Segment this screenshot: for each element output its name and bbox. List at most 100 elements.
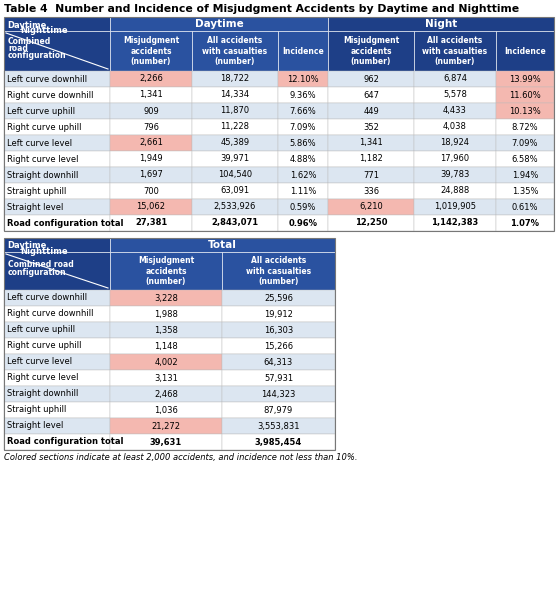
- Bar: [496, 119, 554, 135]
- Bar: [192, 167, 278, 183]
- Text: 14,334: 14,334: [220, 90, 249, 100]
- Text: 1,988: 1,988: [154, 310, 178, 319]
- Bar: [222, 306, 335, 322]
- Text: 87,979: 87,979: [264, 405, 293, 415]
- Bar: [110, 119, 192, 135]
- Bar: [496, 103, 554, 119]
- Text: 5,578: 5,578: [443, 90, 467, 100]
- Text: 15,266: 15,266: [264, 342, 293, 350]
- Text: 24,888: 24,888: [440, 186, 470, 195]
- Text: Straight level: Straight level: [7, 203, 63, 211]
- Text: 9.36%: 9.36%: [290, 90, 316, 100]
- Text: Right curve level: Right curve level: [7, 373, 78, 382]
- Text: Right curve downhill: Right curve downhill: [7, 90, 93, 100]
- Text: 13.99%: 13.99%: [509, 75, 541, 84]
- Bar: [110, 199, 192, 215]
- Text: Colored sections indicate at least 2,000 accidents, and incidence not less than : Colored sections indicate at least 2,000…: [4, 453, 358, 462]
- Text: Incidence: Incidence: [504, 47, 546, 55]
- Text: 39,631: 39,631: [150, 438, 182, 447]
- Text: Right curve uphill: Right curve uphill: [7, 123, 82, 132]
- Bar: [4, 71, 110, 87]
- Bar: [192, 31, 278, 71]
- Bar: [192, 71, 278, 87]
- Bar: [278, 119, 328, 135]
- Text: 12,250: 12,250: [355, 219, 387, 228]
- Bar: [414, 183, 496, 199]
- Text: configuration: configuration: [8, 268, 67, 277]
- Text: Straight downhill: Straight downhill: [7, 390, 78, 399]
- Bar: [222, 338, 335, 354]
- Text: 1,358: 1,358: [154, 325, 178, 334]
- Text: Nighttime: Nighttime: [20, 247, 68, 256]
- Bar: [4, 151, 110, 167]
- Text: Right curve downhill: Right curve downhill: [7, 310, 93, 319]
- Text: 11,870: 11,870: [220, 106, 249, 115]
- Text: 1.94%: 1.94%: [512, 171, 538, 180]
- Bar: [4, 402, 110, 418]
- Bar: [278, 167, 328, 183]
- Bar: [4, 31, 110, 71]
- Bar: [222, 402, 335, 418]
- Bar: [4, 434, 110, 450]
- Bar: [110, 238, 335, 252]
- Bar: [110, 418, 222, 434]
- Text: Combined: Combined: [8, 37, 51, 46]
- Text: 771: 771: [363, 171, 379, 180]
- Bar: [328, 71, 414, 87]
- Bar: [110, 71, 192, 87]
- Text: 1,142,383: 1,142,383: [432, 219, 479, 228]
- Text: Left curve downhill: Left curve downhill: [7, 75, 87, 84]
- Text: 0.61%: 0.61%: [511, 203, 538, 211]
- Bar: [328, 31, 414, 71]
- Text: configuration: configuration: [8, 51, 67, 60]
- Bar: [110, 135, 192, 151]
- Text: 10.13%: 10.13%: [509, 106, 541, 115]
- Text: 2,266: 2,266: [139, 75, 163, 84]
- Bar: [496, 215, 554, 231]
- Text: Straight uphill: Straight uphill: [7, 186, 67, 195]
- Text: Total: Total: [208, 240, 237, 250]
- Bar: [4, 119, 110, 135]
- Text: 16,303: 16,303: [264, 325, 293, 334]
- Text: Daytime: Daytime: [195, 19, 243, 29]
- Text: 1,697: 1,697: [139, 171, 163, 180]
- Bar: [222, 322, 335, 338]
- Text: 18,722: 18,722: [220, 75, 249, 84]
- Bar: [414, 167, 496, 183]
- Text: 1,182: 1,182: [359, 155, 383, 163]
- Text: 8.72%: 8.72%: [511, 123, 538, 132]
- Bar: [4, 252, 110, 290]
- Bar: [414, 31, 496, 71]
- Bar: [414, 119, 496, 135]
- Text: Road configuration total: Road configuration total: [7, 438, 124, 447]
- Text: 3,985,454: 3,985,454: [255, 438, 302, 447]
- Bar: [414, 151, 496, 167]
- Text: Left curve uphill: Left curve uphill: [7, 106, 75, 115]
- Bar: [4, 215, 110, 231]
- Bar: [192, 199, 278, 215]
- Bar: [278, 183, 328, 199]
- Bar: [110, 370, 222, 386]
- Text: road: road: [8, 44, 28, 53]
- Bar: [278, 103, 328, 119]
- Bar: [192, 183, 278, 199]
- Bar: [278, 215, 328, 231]
- Bar: [110, 306, 222, 322]
- Text: Right curve level: Right curve level: [7, 155, 78, 163]
- Bar: [328, 199, 414, 215]
- Text: 352: 352: [363, 123, 379, 132]
- Bar: [4, 290, 110, 306]
- Bar: [192, 87, 278, 103]
- Text: Right curve uphill: Right curve uphill: [7, 342, 82, 350]
- Text: 909: 909: [143, 106, 159, 115]
- Bar: [4, 238, 335, 450]
- Bar: [328, 215, 414, 231]
- Bar: [328, 151, 414, 167]
- Text: Misjudgment
accidents
(number): Misjudgment accidents (number): [343, 36, 399, 66]
- Bar: [110, 322, 222, 338]
- Text: 6.58%: 6.58%: [511, 155, 538, 163]
- Text: 4.88%: 4.88%: [290, 155, 316, 163]
- Text: 11.60%: 11.60%: [509, 90, 541, 100]
- Text: 45,389: 45,389: [220, 138, 249, 148]
- Text: 2,533,926: 2,533,926: [214, 203, 256, 211]
